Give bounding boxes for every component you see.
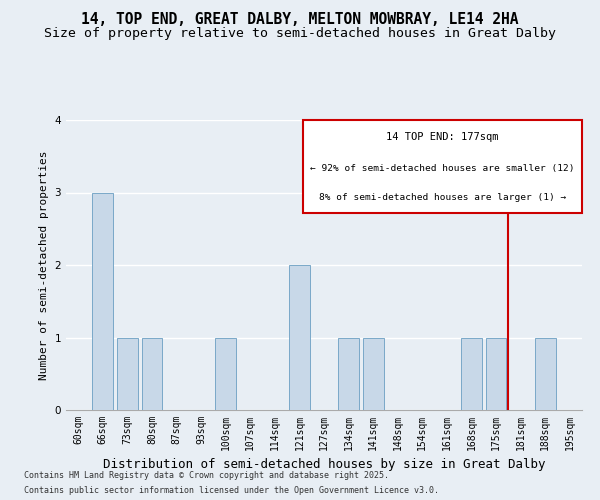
Bar	[215, 338, 236, 410]
Text: Size of property relative to semi-detached houses in Great Dalby: Size of property relative to semi-detach…	[44, 28, 556, 40]
Bar	[117, 338, 138, 410]
Bar	[289, 265, 310, 410]
Bar	[535, 338, 556, 410]
Text: 14, TOP END, GREAT DALBY, MELTON MOWBRAY, LE14 2HA: 14, TOP END, GREAT DALBY, MELTON MOWBRAY…	[81, 12, 519, 28]
Text: Contains public sector information licensed under the Open Government Licence v3: Contains public sector information licen…	[24, 486, 439, 495]
X-axis label: Distribution of semi-detached houses by size in Great Dalby: Distribution of semi-detached houses by …	[103, 458, 545, 471]
Y-axis label: Number of semi-detached properties: Number of semi-detached properties	[39, 150, 49, 380]
Bar	[92, 192, 113, 410]
FancyBboxPatch shape	[304, 120, 582, 213]
Text: 14 TOP END: 177sqm: 14 TOP END: 177sqm	[386, 132, 499, 141]
Bar	[142, 338, 163, 410]
Bar	[461, 338, 482, 410]
Text: ← 92% of semi-detached houses are smaller (12): ← 92% of semi-detached houses are smalle…	[310, 164, 575, 172]
Text: 8% of semi-detached houses are larger (1) →: 8% of semi-detached houses are larger (1…	[319, 192, 566, 202]
Bar	[362, 338, 383, 410]
Text: Contains HM Land Registry data © Crown copyright and database right 2025.: Contains HM Land Registry data © Crown c…	[24, 471, 389, 480]
Bar	[485, 338, 506, 410]
Bar	[338, 338, 359, 410]
